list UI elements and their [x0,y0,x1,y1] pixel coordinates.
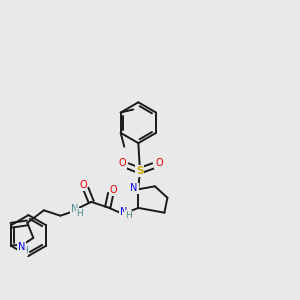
Text: S: S [136,166,144,176]
Text: O: O [118,158,126,168]
Text: H: H [21,246,28,255]
Text: N: N [18,242,26,252]
Text: O: O [110,185,118,195]
Text: H: H [125,211,131,220]
Text: N: N [120,207,127,218]
Text: N: N [130,183,138,194]
Text: O: O [155,158,163,168]
Text: N: N [71,204,78,214]
Text: H: H [76,209,83,218]
Text: O: O [79,180,87,190]
